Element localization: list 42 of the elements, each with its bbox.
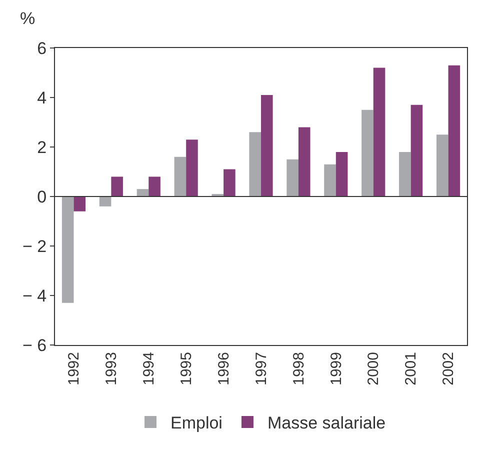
bar: [286, 159, 298, 196]
bar: [249, 132, 261, 196]
x-tick-label: 1995: [178, 352, 195, 386]
y-tick-label: 6: [37, 38, 47, 58]
y-axis-title: %: [20, 9, 36, 28]
legend-label: Emploi: [170, 414, 222, 433]
y-tick-label: − 4: [22, 286, 47, 306]
x-tick-label: 1994: [140, 352, 158, 386]
y-tick-label: 0: [37, 187, 47, 206]
legend-label: Masse salariale: [267, 414, 386, 433]
bar: [324, 164, 336, 196]
bar: [362, 110, 374, 196]
x-tick-label: 1992: [66, 352, 83, 386]
x-tick-label: 1999: [328, 352, 345, 386]
bar: [436, 134, 448, 196]
x-tick-label: 2001: [402, 352, 420, 386]
bar: [410, 104, 423, 196]
y-tick-label: − 2: [22, 236, 47, 256]
bar: [62, 196, 74, 303]
bar: [336, 152, 348, 196]
x-tick-label: 1996: [215, 352, 232, 386]
bar: [373, 68, 386, 196]
bar: [261, 95, 273, 196]
bar: [448, 65, 460, 196]
bar: [186, 140, 198, 196]
bar: [136, 189, 149, 196]
bar: [298, 127, 310, 196]
bar: [111, 176, 123, 196]
bar: [174, 156, 186, 196]
bar: [74, 196, 86, 212]
x-tick-label: 2000: [365, 352, 382, 386]
bar: [224, 169, 236, 196]
y-tick-label: 2: [37, 138, 47, 157]
y-tick-label: − 6: [22, 336, 47, 355]
bar: [148, 176, 160, 196]
x-tick-label: 2002: [440, 352, 458, 386]
bar: [99, 196, 112, 206]
y-tick-label: 4: [37, 88, 47, 108]
x-tick-label: 1993: [103, 352, 120, 386]
x-tick-label: 1998: [290, 352, 308, 386]
bar: [399, 152, 411, 196]
x-tick-label: 1997: [252, 352, 270, 386]
